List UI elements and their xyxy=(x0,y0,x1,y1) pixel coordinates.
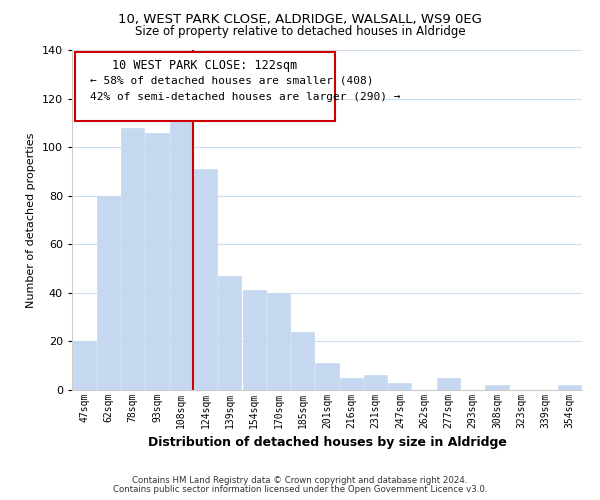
Bar xyxy=(97,196,120,390)
Bar xyxy=(170,116,193,390)
Y-axis label: Number of detached properties: Number of detached properties xyxy=(26,132,36,308)
Text: Contains HM Land Registry data © Crown copyright and database right 2024.: Contains HM Land Registry data © Crown c… xyxy=(132,476,468,485)
Bar xyxy=(559,385,581,390)
Text: Contains public sector information licensed under the Open Government Licence v3: Contains public sector information licen… xyxy=(113,485,487,494)
Bar xyxy=(291,332,314,390)
Text: Size of property relative to detached houses in Aldridge: Size of property relative to detached ho… xyxy=(134,25,466,38)
X-axis label: Distribution of detached houses by size in Aldridge: Distribution of detached houses by size … xyxy=(148,436,506,450)
Text: ← 58% of detached houses are smaller (408): ← 58% of detached houses are smaller (40… xyxy=(90,76,373,86)
Bar xyxy=(340,378,363,390)
Text: 10, WEST PARK CLOSE, ALDRIDGE, WALSALL, WS9 0EG: 10, WEST PARK CLOSE, ALDRIDGE, WALSALL, … xyxy=(118,12,482,26)
Text: 42% of semi-detached houses are larger (290) →: 42% of semi-detached houses are larger (… xyxy=(90,92,400,102)
Bar xyxy=(73,342,95,390)
Bar xyxy=(242,290,266,390)
Bar xyxy=(145,132,169,390)
Bar xyxy=(388,382,412,390)
Bar xyxy=(267,293,290,390)
Bar xyxy=(121,128,144,390)
Bar xyxy=(316,364,338,390)
Bar xyxy=(218,276,241,390)
Bar xyxy=(485,385,509,390)
Bar xyxy=(437,378,460,390)
Bar xyxy=(194,169,217,390)
Text: 10 WEST PARK CLOSE: 122sqm: 10 WEST PARK CLOSE: 122sqm xyxy=(112,58,297,71)
Bar xyxy=(364,376,387,390)
FancyBboxPatch shape xyxy=(74,52,335,122)
